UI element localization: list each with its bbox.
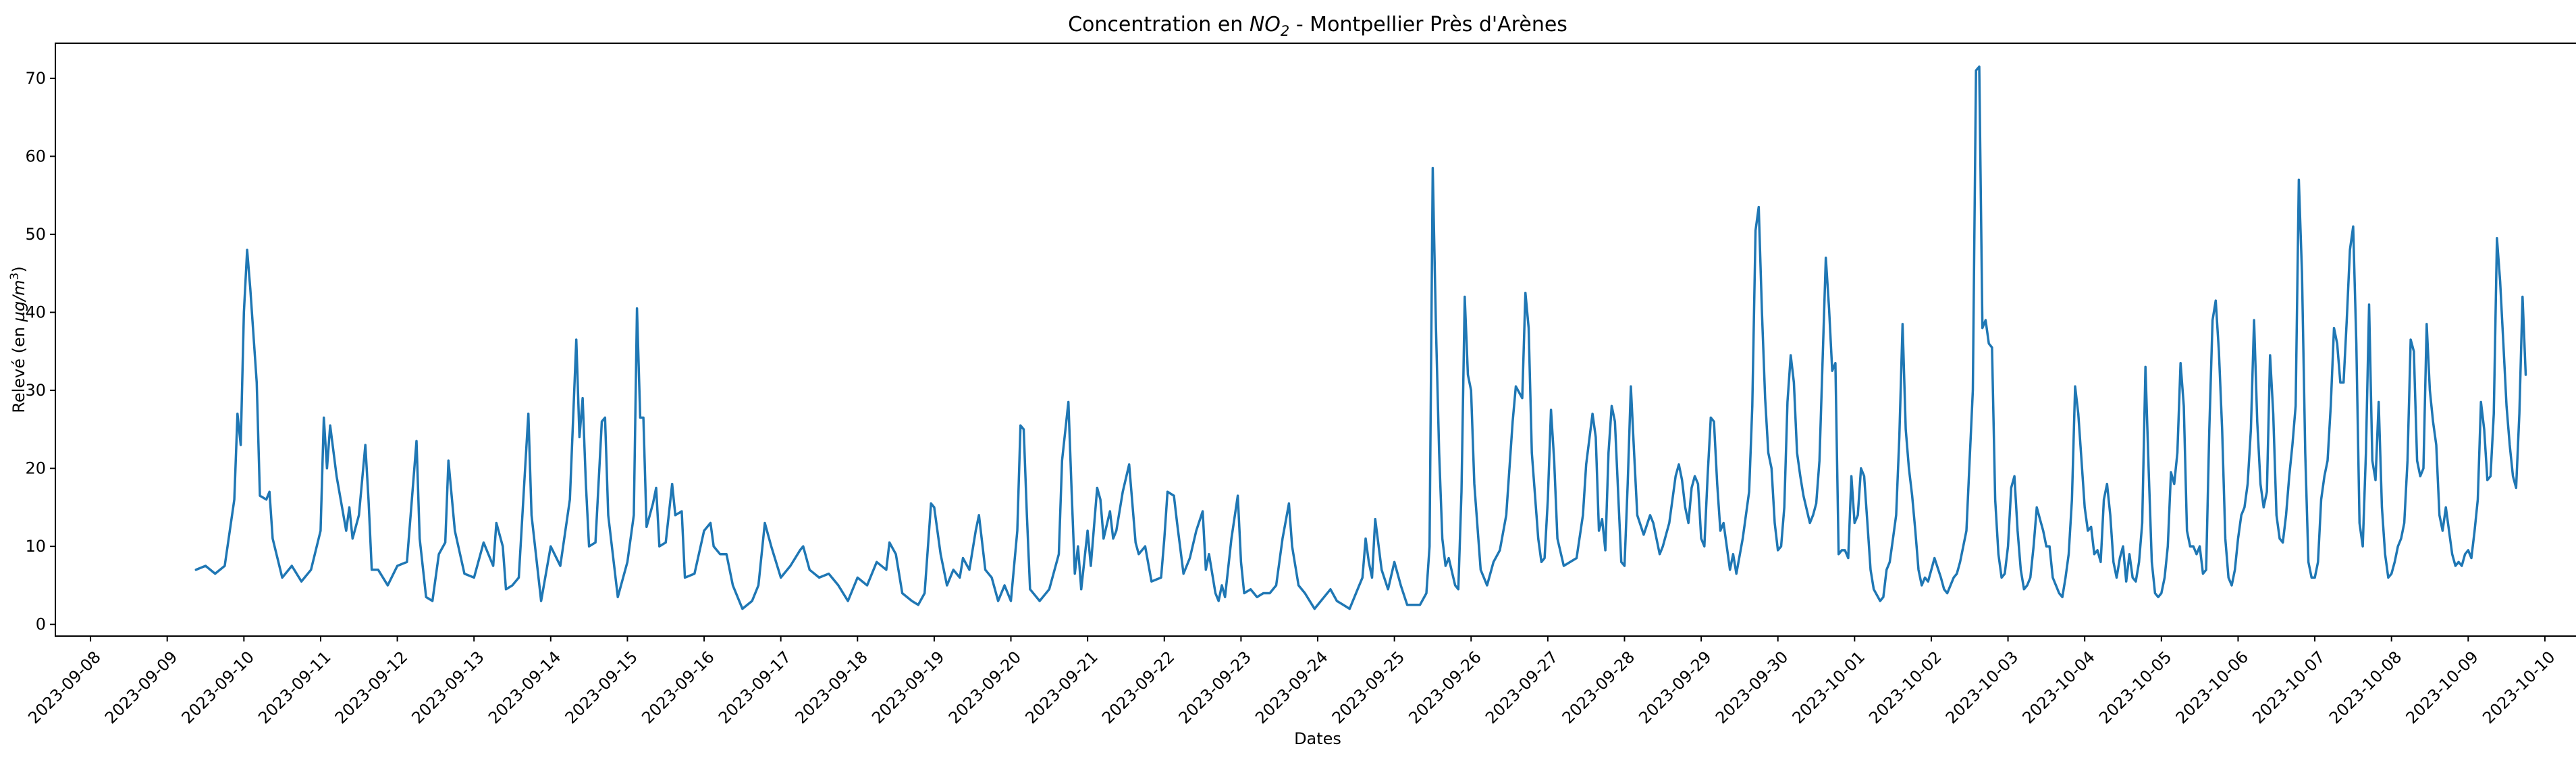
x-tick-label: 2023-09-27 bbox=[1482, 648, 1561, 727]
x-tick-label: 2023-09-20 bbox=[945, 648, 1025, 727]
x-tick-label: 2023-10-08 bbox=[2326, 648, 2405, 727]
x-axis-label: Dates bbox=[1294, 729, 1341, 748]
x-tick-label: 2023-09-17 bbox=[715, 648, 795, 727]
x-tick-label: 2023-10-05 bbox=[2095, 648, 2175, 727]
y-tick-label: 60 bbox=[25, 147, 46, 166]
y-tick-label: 50 bbox=[25, 225, 46, 244]
x-tick-label: 2023-09-09 bbox=[101, 648, 181, 727]
x-tick-label: 2023-09-28 bbox=[1559, 648, 1638, 727]
y-tick-label: 40 bbox=[25, 303, 46, 322]
x-tick-label: 2023-09-23 bbox=[1175, 648, 1255, 727]
y-axis: 0 10 20 30 40 50 60 70 bbox=[25, 69, 55, 634]
x-tick-label: 2023-09-25 bbox=[1329, 648, 1408, 727]
series-line-0 bbox=[194, 65, 2527, 610]
x-tick-label: 2023-09-15 bbox=[562, 648, 641, 727]
x-tick-label: 2023-10-09 bbox=[2403, 648, 2482, 727]
y-tick-label: 20 bbox=[25, 459, 46, 478]
x-tick-label: 2023-09-22 bbox=[1098, 648, 1178, 727]
x-tick-label: 2023-10-02 bbox=[1865, 648, 1945, 727]
x-tick-label: 2023-09-24 bbox=[1252, 648, 1331, 727]
x-tick-label: 2023-09-26 bbox=[1405, 648, 1484, 727]
x-tick-label: 2023-09-10 bbox=[178, 648, 258, 727]
x-tick-label: 2023-10-03 bbox=[1942, 648, 2022, 727]
series-layer bbox=[194, 65, 2527, 610]
y-tick-label: 0 bbox=[36, 615, 46, 634]
x-tick-label: 2023-10-04 bbox=[2018, 648, 2098, 727]
x-tick-label: 2023-10-07 bbox=[2249, 648, 2328, 727]
plot-area bbox=[55, 43, 2576, 637]
y-tick-label: 30 bbox=[25, 381, 46, 400]
x-tick-label: 2023-09-16 bbox=[638, 648, 718, 727]
y-tick-label: 10 bbox=[25, 537, 46, 556]
x-tick-label: 2023-09-29 bbox=[1635, 648, 1715, 727]
x-tick-label: 2023-09-30 bbox=[1712, 648, 1792, 727]
x-tick-label: 2023-09-21 bbox=[1021, 648, 1101, 727]
chart-title: Concentration en NO2 - Montpellier Près … bbox=[1068, 13, 1567, 39]
x-tick-label: 2023-10-01 bbox=[1789, 648, 1869, 727]
x-tick-label: 2023-09-08 bbox=[24, 648, 104, 727]
y-axis-label: Relevé (en µg/m3) bbox=[8, 266, 28, 413]
x-tick-label: 2023-10-10 bbox=[2479, 648, 2558, 727]
x-tick-label: 2023-09-13 bbox=[408, 648, 487, 727]
y-tick-label: 70 bbox=[25, 69, 46, 88]
x-tick-label: 2023-09-19 bbox=[868, 648, 948, 727]
x-tick-label: 2023-09-14 bbox=[485, 648, 564, 727]
x-tick-label: 2023-09-11 bbox=[254, 648, 334, 727]
x-tick-label: 2023-10-06 bbox=[2172, 648, 2252, 727]
x-tick-label: 2023-09-18 bbox=[792, 648, 871, 727]
x-axis: 2023-09-082023-09-092023-09-102023-09-11… bbox=[24, 636, 2559, 727]
x-tick-label: 2023-09-12 bbox=[331, 648, 411, 727]
